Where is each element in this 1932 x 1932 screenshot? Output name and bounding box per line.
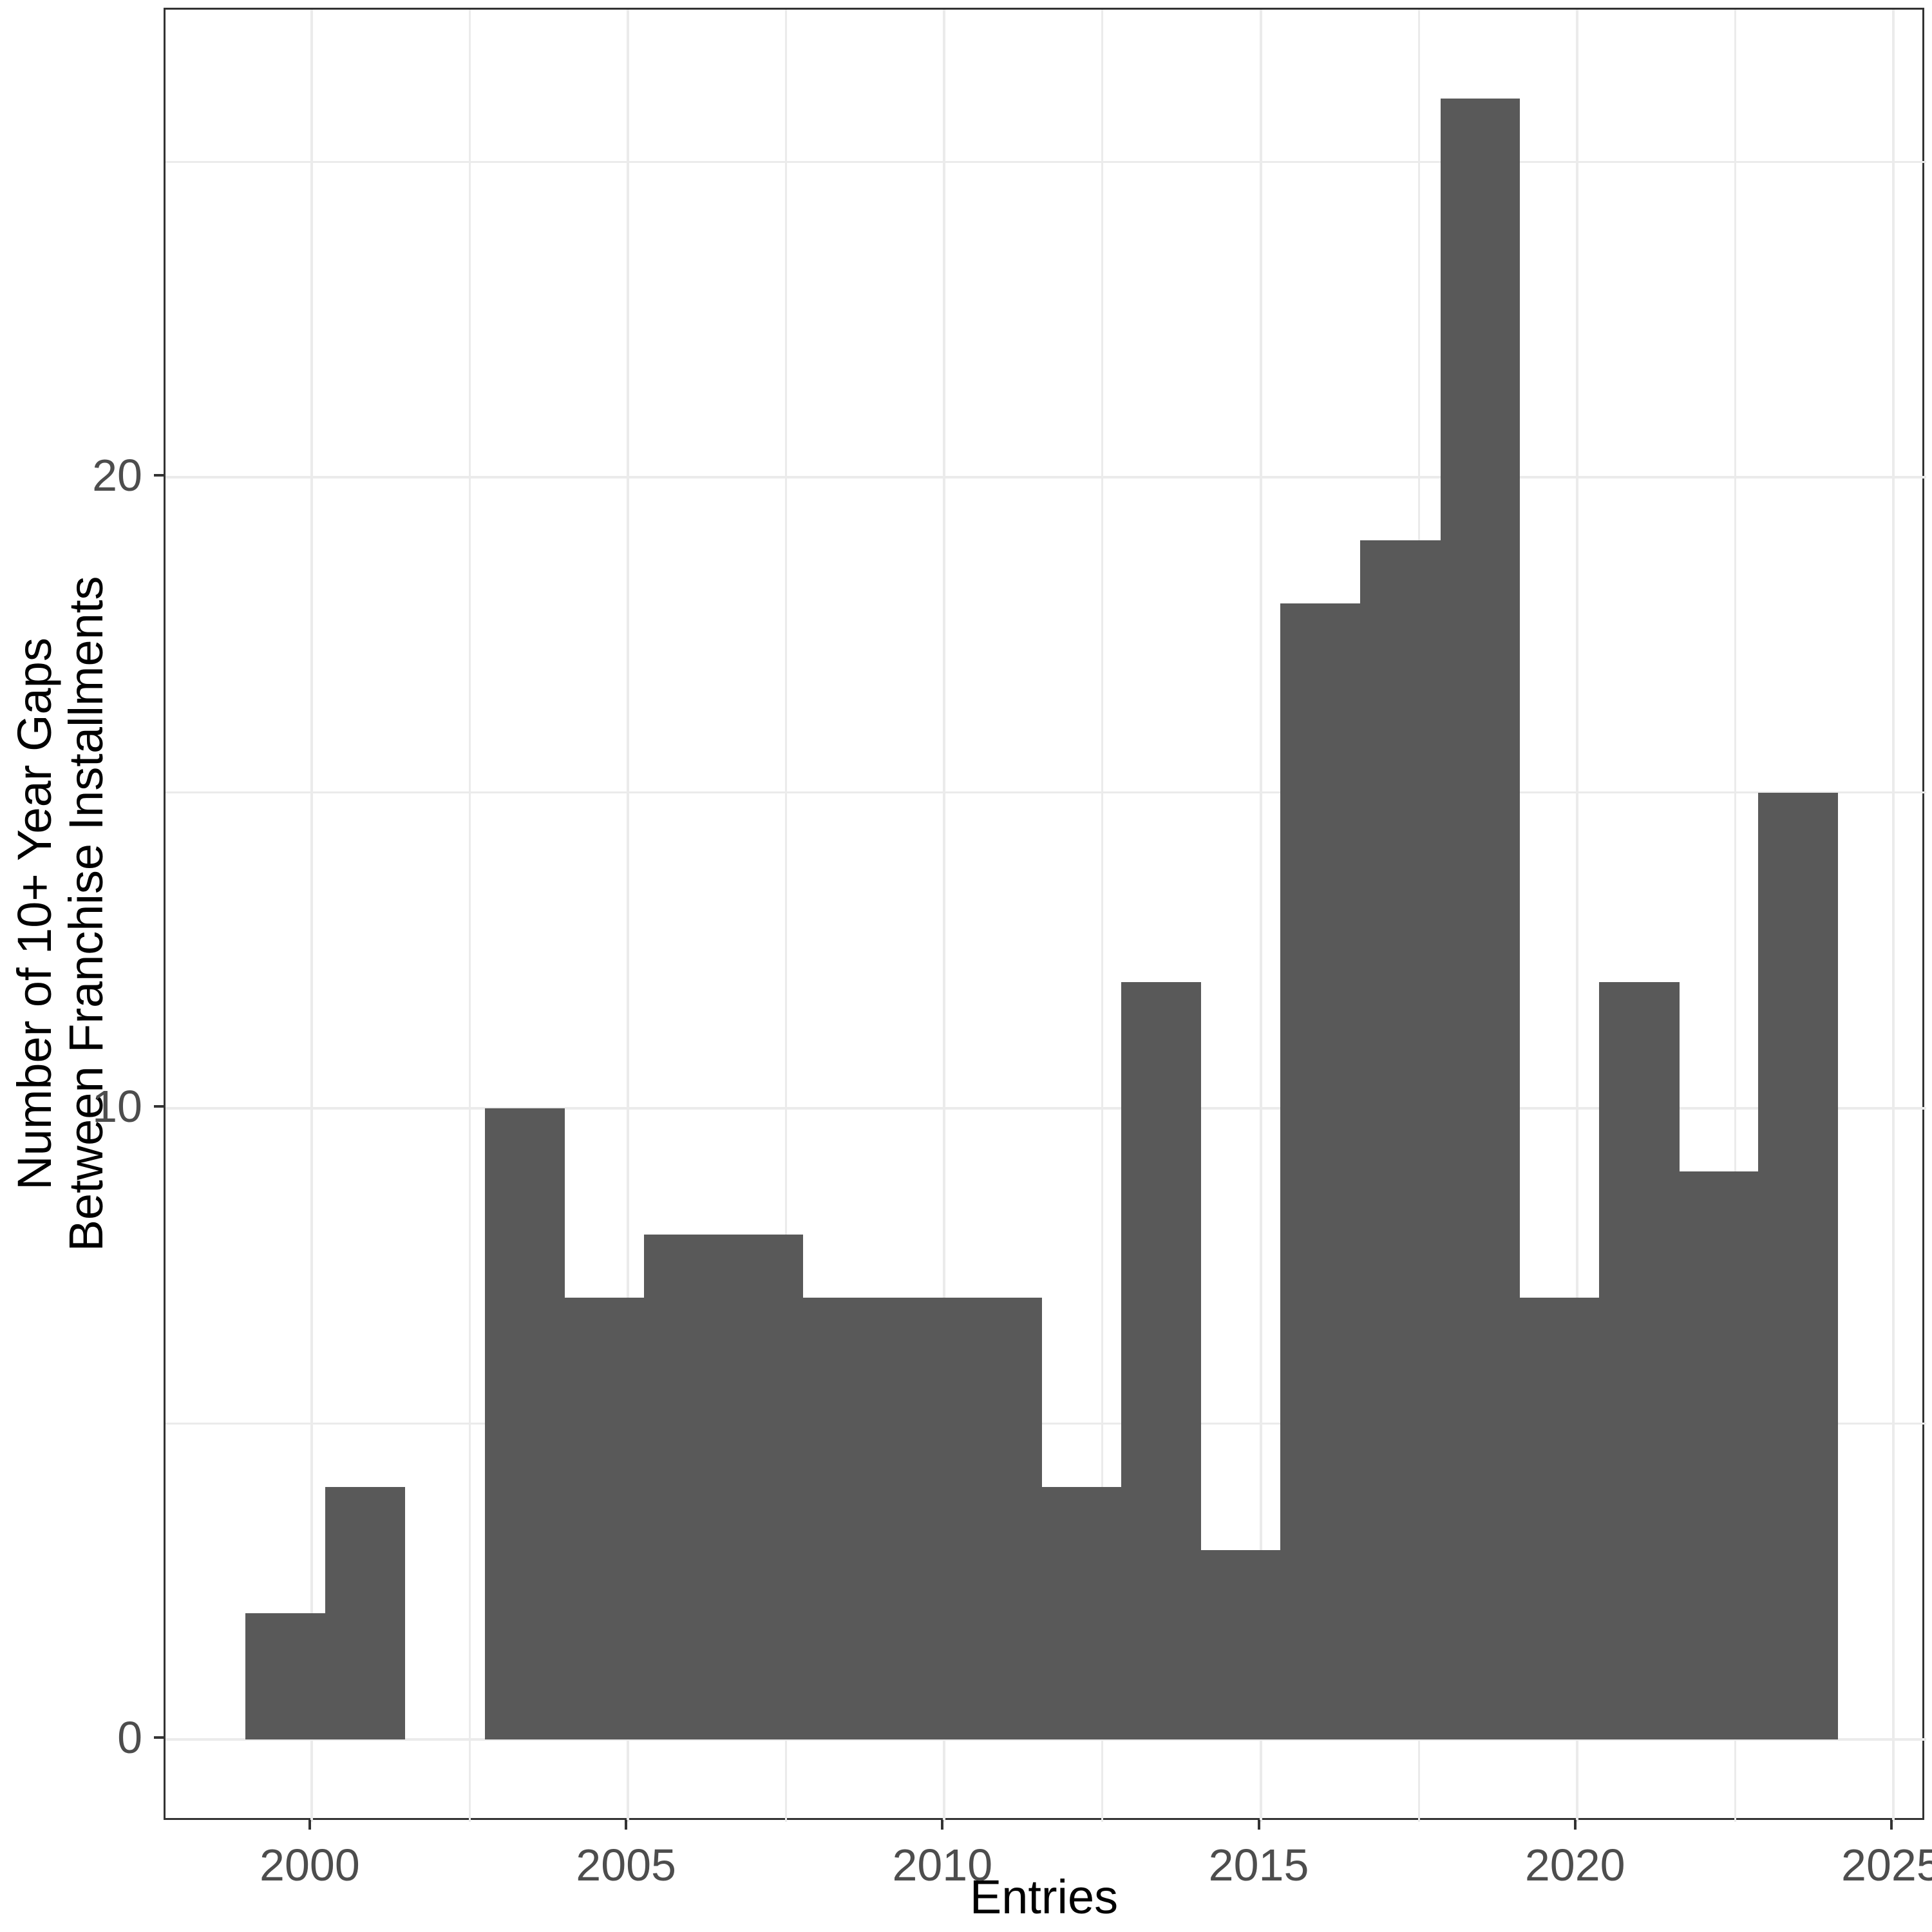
y-tick-mark — [154, 1104, 164, 1108]
histogram-bar — [802, 1297, 883, 1739]
y-tick-mark — [154, 1736, 164, 1739]
x-tick-mark — [625, 1820, 628, 1830]
histogram-bar — [882, 1297, 963, 1739]
x-major-gridline — [627, 10, 630, 1822]
y-axis-title: Number of 10+ Year Gaps Between Franchis… — [8, 205, 113, 1622]
histogram-bar — [1359, 540, 1441, 1739]
y-tick-label: 20 — [92, 450, 142, 501]
x-major-gridline — [1891, 10, 1895, 1822]
x-minor-gridline — [785, 10, 788, 1822]
histogram-bar — [643, 1234, 724, 1739]
histogram-bar — [564, 1297, 645, 1739]
x-tick-mark — [1889, 1820, 1893, 1830]
x-major-gridline — [1259, 10, 1262, 1822]
x-minor-gridline — [1101, 10, 1104, 1822]
x-minor-gridline — [469, 10, 471, 1822]
histogram-bar — [961, 1297, 1043, 1739]
histogram-bar — [1041, 1486, 1122, 1739]
histogram-bar — [1121, 981, 1201, 1739]
y-major-gridline — [166, 1738, 1926, 1741]
y-minor-gridline — [166, 160, 1926, 163]
histogram-bar — [245, 1613, 326, 1739]
y-major-gridline — [166, 1106, 1926, 1110]
x-minor-gridline — [1734, 10, 1736, 1822]
histogram-bar — [723, 1234, 803, 1739]
histogram-bar — [1280, 603, 1361, 1739]
x-tick-mark — [941, 1820, 944, 1830]
histogram-bar — [485, 1108, 565, 1739]
x-tick-label: 2015 — [1208, 1840, 1309, 1890]
histogram-bar — [325, 1486, 406, 1739]
x-tick-label: 2000 — [260, 1840, 360, 1890]
x-axis-title: Entries — [969, 1870, 1119, 1924]
x-major-gridline — [1575, 10, 1578, 1822]
y-tick-label: 0 — [117, 1712, 142, 1763]
histogram-bar — [1757, 792, 1839, 1739]
x-tick-mark — [1257, 1820, 1260, 1830]
histogram-bar — [1599, 981, 1680, 1739]
x-major-gridline — [943, 10, 946, 1822]
x-tick-mark — [1573, 1820, 1577, 1830]
plot-panel — [164, 8, 1926, 1822]
y-minor-gridline — [166, 791, 1926, 794]
histogram-bar — [1678, 1171, 1759, 1739]
y-tick-label: 10 — [92, 1081, 142, 1132]
x-tick-label: 2025 — [1841, 1840, 1932, 1890]
y-minor-gridline — [166, 1423, 1926, 1425]
histogram-bar — [1519, 1297, 1600, 1739]
x-tick-mark — [308, 1820, 311, 1830]
x-tick-label: 2010 — [892, 1840, 993, 1890]
histogram-bar — [1200, 1549, 1281, 1739]
histogram-bar — [1440, 99, 1520, 1739]
y-axis-title-line1: Number of 10+ Year Gaps — [8, 638, 61, 1190]
x-major-gridline — [310, 10, 313, 1822]
y-axis-title-line2: Between Franchise Installments — [59, 576, 113, 1252]
x-tick-label: 2005 — [576, 1840, 676, 1890]
y-tick-mark — [154, 474, 164, 477]
x-tick-label: 2020 — [1524, 1840, 1625, 1890]
y-major-gridline — [166, 476, 1926, 479]
